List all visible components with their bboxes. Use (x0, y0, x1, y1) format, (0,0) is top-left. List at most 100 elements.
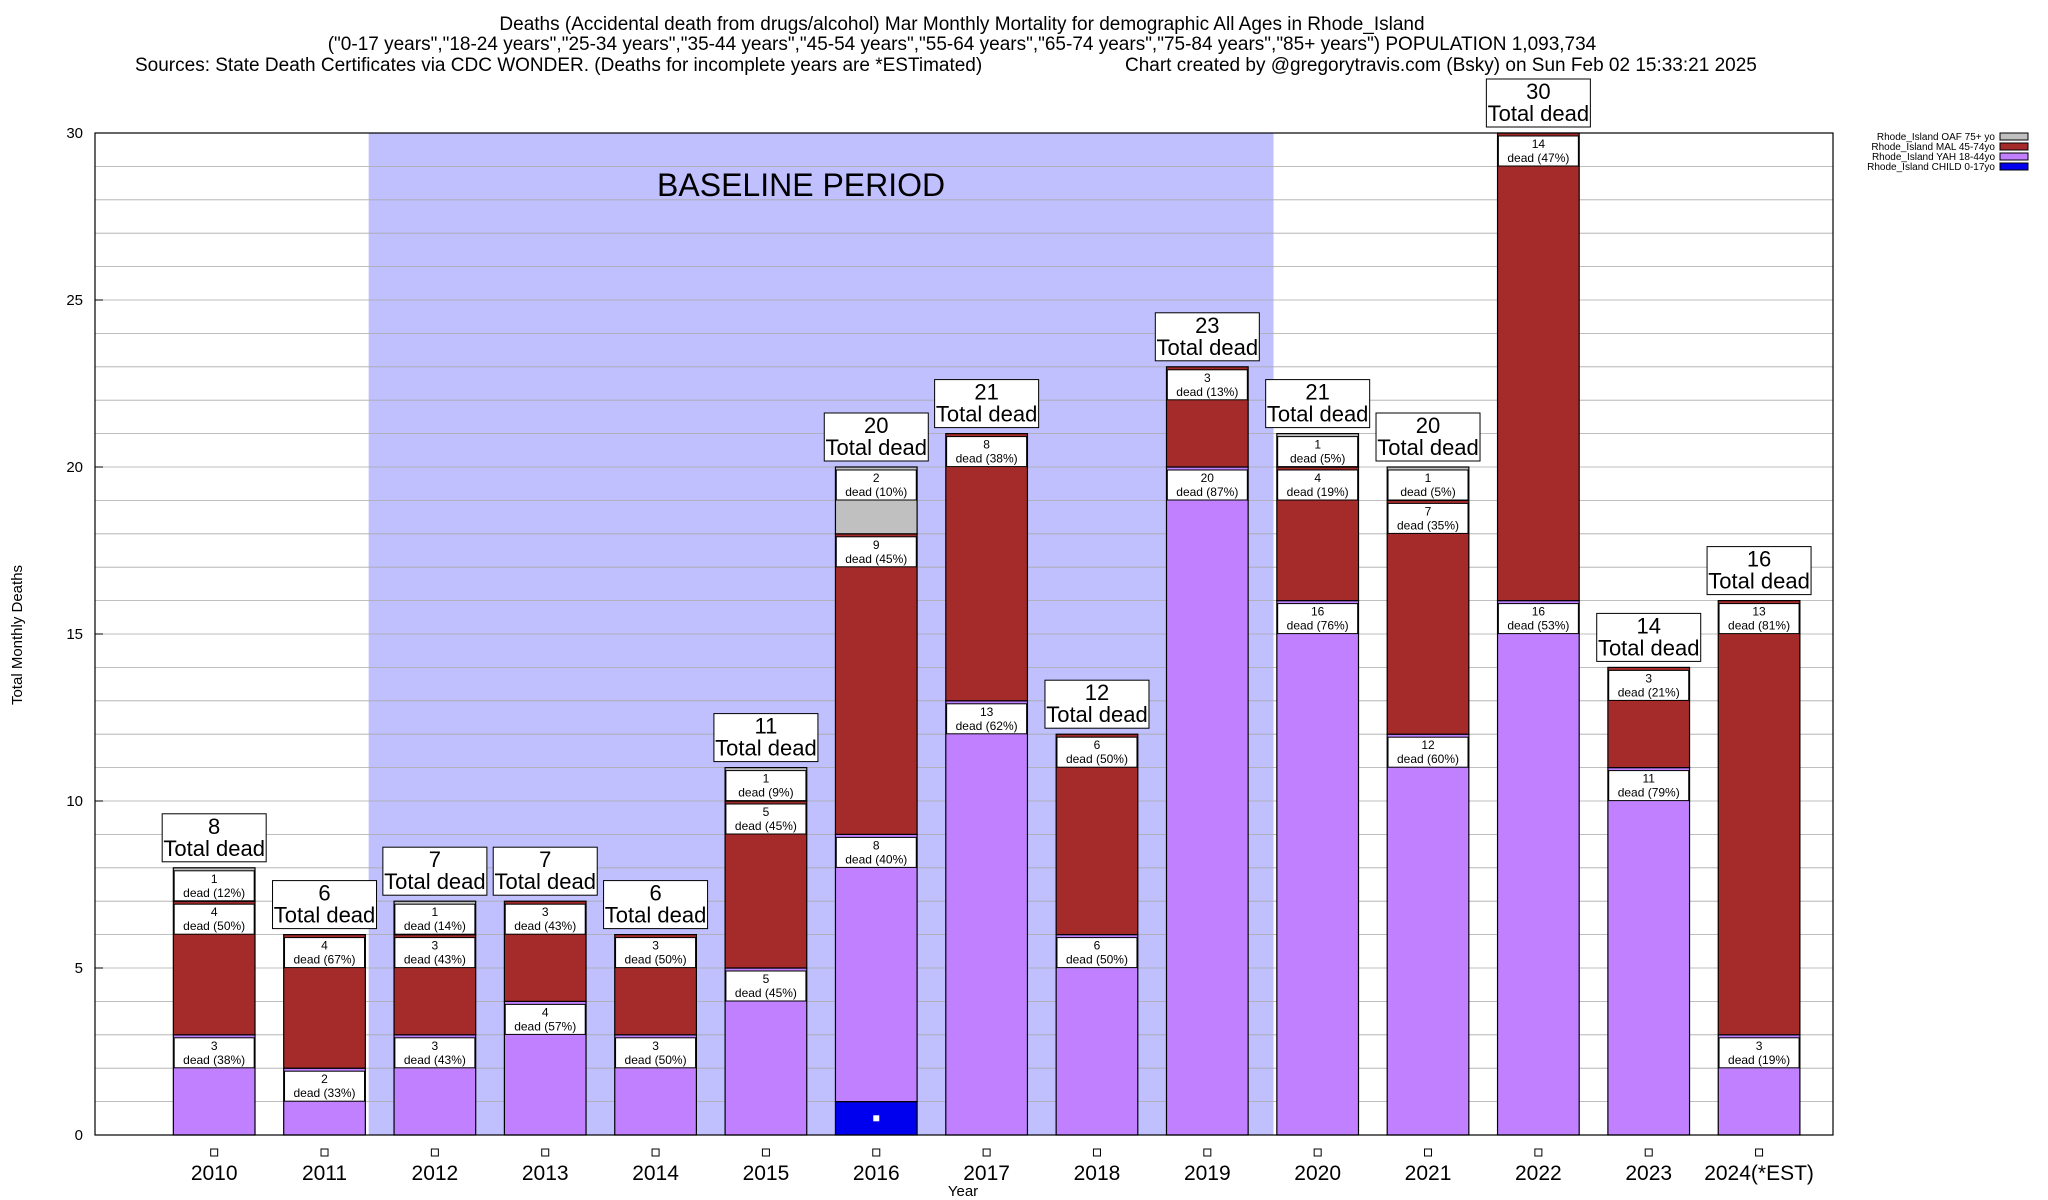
segment-label-pct: dead (5%) (1400, 485, 1455, 499)
total-label-text: Total dead (1046, 702, 1148, 727)
segment-label-count: 5 (763, 805, 770, 819)
x-tick-marker (1755, 1148, 1764, 1157)
segment-label-count: 8 (983, 438, 990, 452)
segment-label-box (1387, 736, 1469, 768)
segment-label-box (725, 770, 807, 802)
segment-label-box (1277, 603, 1359, 635)
total-label-text: Total dead (1708, 569, 1810, 594)
total-label-text: Total dead (1267, 402, 1369, 427)
segment-label-box (394, 937, 476, 969)
segment-label-box (1497, 135, 1579, 167)
x-tick-label: 2015 (743, 1162, 790, 1185)
segment-label-box (1277, 469, 1359, 501)
total-label-count: 16 (1747, 547, 1771, 572)
segment-label-box (1497, 603, 1579, 635)
segment-label-box (1056, 736, 1138, 768)
total-label-box (272, 880, 378, 930)
segment-label-count: 4 (211, 905, 218, 919)
x-tick-label: 2019 (1184, 1162, 1231, 1185)
x-tick-label: 2020 (1294, 1162, 1341, 1185)
segment-label-box (1718, 1037, 1800, 1069)
total-label-count: 12 (1085, 680, 1109, 705)
segment-label-pct: dead (62%) (956, 719, 1018, 733)
bar-segment (945, 433, 1029, 702)
segment-label-pct: dead (45%) (735, 819, 797, 833)
segment-label-count: 11 (1642, 772, 1655, 786)
x-tick-label: 2018 (1074, 1162, 1121, 1185)
segment-label-count: 6 (1094, 738, 1101, 752)
segment-label-count: 3 (1204, 371, 1211, 385)
segment-label-pct: dead (12%) (183, 886, 245, 900)
plot-border (94, 132, 1834, 1136)
bar-segment (1496, 132, 1580, 602)
x-tick-marker (1534, 1148, 1543, 1157)
segment-label-box (1387, 502, 1469, 534)
segment-label-count: 4 (1314, 471, 1321, 485)
total-label-box (603, 880, 709, 930)
segment-label-pct: dead (45%) (735, 986, 797, 1000)
bar-segment (945, 700, 1029, 1136)
total-label-box (1265, 379, 1371, 429)
segment-label-pct: dead (43%) (514, 919, 576, 933)
segment-label-box (1387, 469, 1469, 501)
x-tick-marker (430, 1148, 439, 1157)
bar-segment (834, 833, 918, 1103)
total-label-text: Total dead (163, 836, 265, 861)
segment-label-pct: dead (38%) (183, 1053, 245, 1067)
legend-label: Rhode_Island CHILD 0-17yo (1867, 162, 1995, 173)
x-tick-marker (761, 1148, 770, 1157)
segment-label-box (1608, 669, 1690, 701)
y-tick-label: 25 (66, 292, 83, 309)
segment-label-count: 3 (211, 1039, 218, 1053)
y-tick-label: 15 (66, 626, 83, 643)
segment-label-box (725, 970, 807, 1002)
segment-label-box (173, 1037, 255, 1069)
segment-label-pct: dead (33%) (294, 1086, 356, 1100)
total-label-box (1485, 78, 1591, 128)
bar-segment (1386, 733, 1470, 1136)
segment-label-pct: dead (21%) (1618, 685, 1680, 699)
segment-label-pct: dead (87%) (1176, 485, 1238, 499)
segment-label-pct: dead (5%) (1290, 452, 1345, 466)
total-label-text: Total dead (936, 402, 1038, 427)
x-tick-label: 2023 (1625, 1162, 1672, 1185)
bar-segment (1276, 599, 1360, 1136)
segment-label-box (946, 436, 1028, 468)
segment-label-count: 13 (1752, 605, 1766, 619)
x-tick-marker (1203, 1148, 1212, 1157)
x-tick-label: 2024(*EST) (1704, 1162, 1814, 1185)
total-label-count: 21 (1305, 380, 1329, 405)
segment-label-pct: dead (50%) (625, 953, 687, 967)
total-label-box (1706, 546, 1812, 596)
segment-label-pct: dead (43%) (404, 953, 466, 967)
segment-label-box (835, 836, 917, 868)
segment-label-box (725, 803, 807, 835)
segment-label-pct: dead (38%) (956, 452, 1018, 466)
total-label-box (492, 846, 598, 896)
segment-label-box (1277, 436, 1359, 468)
segment-label-box (173, 870, 255, 902)
segment-label-box (835, 536, 917, 568)
bar-segment (1165, 466, 1249, 1136)
total-label-text: Total dead (1377, 435, 1479, 460)
segment-label-count: 5 (763, 972, 770, 986)
segment-label-count: 3 (652, 1039, 659, 1053)
segment-label-pct: dead (60%) (1397, 752, 1459, 766)
segment-label-count: 3 (1645, 671, 1652, 685)
x-tick-marker (541, 1148, 550, 1157)
total-label-count: 6 (318, 881, 330, 906)
total-label-text: Total dead (826, 435, 928, 460)
segment-label-count: 9 (873, 538, 880, 552)
segment-label-pct: dead (57%) (514, 1019, 576, 1033)
x-axis-label: Year (948, 1183, 978, 1200)
segment-label-pct: dead (43%) (404, 1053, 466, 1067)
segment-label-pct: dead (9%) (738, 786, 793, 800)
segment-label-count: 16 (1311, 605, 1325, 619)
total-label-box (713, 713, 819, 763)
legend-swatch (1999, 132, 2029, 141)
x-tick-marker (1313, 1148, 1322, 1157)
legend-label: Rhode_Island YAH 18-44yo (1872, 152, 1995, 163)
total-label-text: Total dead (494, 869, 596, 894)
segment-label-pct: dead (19%) (1728, 1053, 1790, 1067)
